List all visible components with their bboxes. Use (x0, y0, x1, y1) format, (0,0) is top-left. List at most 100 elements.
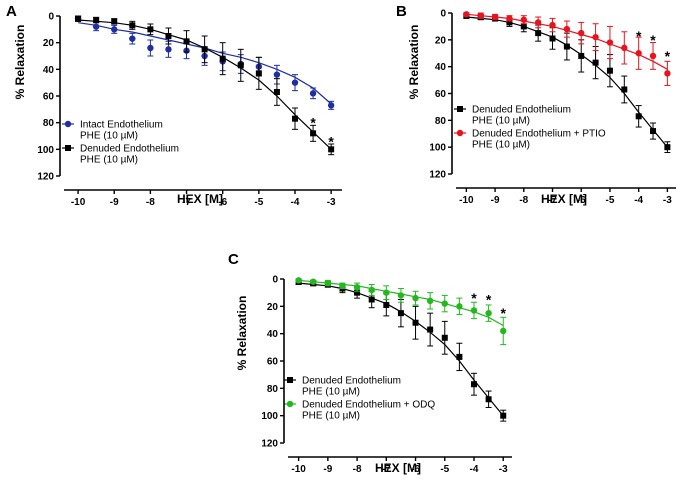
data-point (456, 303, 463, 310)
x-tick-label: -9 (110, 197, 119, 208)
y-tick-label: 120 (37, 172, 54, 183)
legend-label: Denuded Endothelium + PTIO (472, 129, 606, 140)
data-point (165, 46, 172, 53)
significance-star: * (328, 133, 334, 149)
data-point (310, 278, 317, 285)
x-tick-label: -3 (499, 464, 508, 475)
data-point (470, 307, 478, 314)
legend-marker (286, 400, 294, 408)
data-point (219, 55, 226, 62)
data-point (650, 128, 657, 135)
data-point (635, 113, 642, 120)
y-tick-label: 20 (43, 38, 55, 49)
x-tick-label: -10 (291, 464, 306, 475)
data-point (456, 353, 463, 360)
x-tick-label: -8 (146, 197, 155, 208)
data-point (147, 44, 154, 52)
legend-sublabel: PHE (10 µM) (302, 411, 360, 422)
legend-marker (456, 129, 464, 137)
x-tick-label: -8 (353, 464, 362, 475)
panel-a-letter: A (6, 3, 17, 20)
data-point (328, 146, 335, 153)
data-point (273, 89, 280, 95)
data-point (353, 284, 361, 291)
legend-marker (457, 106, 463, 112)
data-point (93, 17, 100, 23)
data-point (165, 33, 172, 39)
panel-c: C % Relaxation HEX [M] Denuded Endotheli… (228, 251, 512, 475)
data-point (664, 70, 671, 77)
significance-star: * (310, 115, 316, 131)
significance-star: * (471, 290, 477, 306)
data-point (471, 381, 477, 388)
panel-a-axes: 0 20 40 60 80 100 120 -10 -9 -8 -7 -6 -5 -4 -3 (37, 12, 342, 208)
y-tick-label: 60 (43, 92, 55, 103)
data-point (535, 30, 542, 37)
data-point (592, 33, 599, 41)
y-tick-label: 80 (43, 118, 55, 129)
y-tick-label: 0 (272, 275, 278, 286)
data-point (292, 115, 298, 122)
data-point (441, 334, 448, 341)
significance-star: * (636, 28, 642, 44)
data-point (592, 59, 599, 66)
data-point (621, 86, 628, 93)
panel-a-ylabel: % Relaxation (13, 25, 27, 100)
data-point (491, 13, 499, 21)
panel-b-ylabel: % Relaxation (407, 25, 421, 100)
data-point (621, 44, 628, 52)
x-tick-label: -7 (548, 195, 557, 206)
data-point (563, 25, 571, 33)
y-tick-label: 80 (435, 116, 447, 127)
data-point (92, 23, 100, 30)
legend-marker (64, 120, 72, 128)
panel-c-letter: C (228, 251, 239, 268)
data-point (309, 90, 317, 97)
y-tick-label: 100 (37, 145, 54, 156)
data-point (549, 21, 556, 29)
panel-b-letter: B (396, 3, 407, 20)
y-tick-label: 80 (267, 384, 279, 395)
data-point (255, 70, 262, 77)
y-tick-label: 100 (261, 411, 278, 422)
data-point (295, 277, 302, 284)
data-point (147, 26, 154, 33)
x-tick-label: -6 (577, 195, 586, 206)
data-point (111, 18, 118, 25)
data-point (383, 289, 390, 296)
data-point (273, 71, 281, 78)
x-tick-label: -7 (382, 464, 391, 475)
x-tick-label: -5 (605, 195, 614, 206)
y-tick-label: 20 (267, 302, 279, 313)
x-tick-label: -6 (218, 197, 227, 208)
data-point (549, 35, 556, 42)
panel-c-ylabel: % Relaxation (235, 296, 249, 371)
data-point (578, 52, 585, 59)
data-point (534, 19, 542, 26)
legend-label: Denuded Endothelium + ODQ (302, 400, 435, 411)
x-tick-label: -6 (411, 464, 420, 475)
y-tick-label: 120 (261, 439, 278, 450)
data-point (111, 26, 118, 33)
data-point (354, 289, 361, 296)
significance-star: * (665, 48, 671, 64)
legend-sublabel: PHE (10 µM) (80, 155, 138, 166)
x-tick-label: -9 (323, 464, 332, 475)
y-tick-label: 60 (267, 357, 279, 368)
x-tick-label: -5 (254, 197, 263, 208)
data-point (397, 292, 405, 299)
x-tick-label: -10 (71, 197, 86, 208)
data-point (383, 301, 390, 308)
data-point (578, 29, 585, 37)
data-point (327, 102, 335, 109)
panel-c-xlabel: HEX [M] (375, 461, 421, 475)
data-point (427, 326, 434, 333)
data-point (477, 12, 484, 19)
y-tick-label: 40 (435, 62, 447, 73)
x-tick-label: -9 (491, 195, 500, 206)
data-point (237, 62, 244, 69)
data-point (368, 296, 375, 303)
x-tick-label: -4 (634, 195, 643, 206)
